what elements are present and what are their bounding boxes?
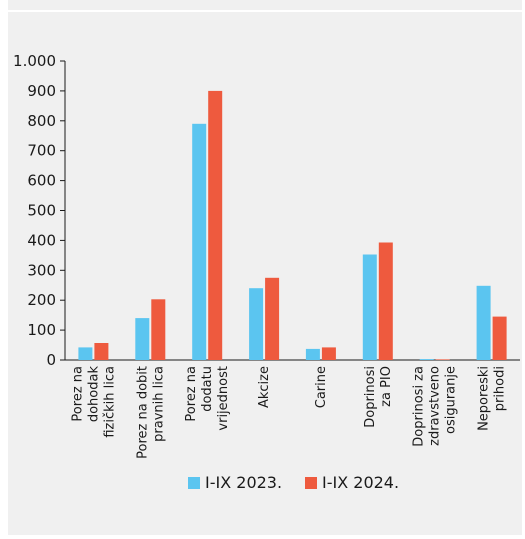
- bar-series1: [305, 348, 320, 360]
- chart-panel: 0 100 200 300 400 500 600 700 800 900 1.000 Porez …: [8, 12, 522, 535]
- category-label: Doprinosi za: [412, 366, 427, 447]
- bar-series2: [492, 316, 507, 360]
- bar-series1: [249, 288, 264, 360]
- category-label: zdravstveno: [428, 366, 443, 446]
- y-tick-label: 500: [27, 202, 56, 220]
- bar-series1: [78, 347, 93, 360]
- category-label: Porez na: [184, 366, 199, 422]
- category-label: Akcize: [257, 366, 272, 408]
- category-label: dohodak: [86, 366, 101, 423]
- category-label: za PIO: [379, 366, 394, 407]
- y-axis: 0 100 200 300 400 500 600 700 800 900 1.000: [13, 52, 520, 369]
- y-tick-label: 700: [27, 142, 56, 160]
- category-label: Porez na: [70, 366, 85, 422]
- legend-label: I-IX 2023.: [205, 473, 282, 492]
- top-band: [8, 0, 522, 10]
- y-tick-label: 400: [27, 231, 56, 249]
- category-label: Neporeski: [477, 366, 492, 431]
- bar-series1: [362, 254, 377, 360]
- y-tick-label: 0: [46, 351, 56, 369]
- bar-series2: [265, 277, 280, 360]
- bar-series1: [192, 123, 207, 360]
- y-tick-label: 900: [27, 82, 56, 100]
- category-label: dodatu: [200, 366, 215, 412]
- bar-series2: [378, 242, 393, 360]
- bar-chart: 0 100 200 300 400 500 600 700 800 900 1.000 Porez …: [13, 52, 520, 492]
- bar-series2: [321, 347, 336, 360]
- y-tick-label: 100: [27, 321, 56, 339]
- category-label: osiguranje: [444, 366, 459, 434]
- category-label: prihodi: [493, 366, 508, 411]
- bar-series1: [476, 285, 491, 360]
- bars: [78, 90, 507, 361]
- y-tick-label: 200: [27, 291, 56, 309]
- legend: I-IX 2023. I-IX 2024.: [188, 473, 399, 492]
- bar-series2: [435, 359, 450, 360]
- category-label: vrijednost: [216, 366, 231, 431]
- y-tick-label: 600: [27, 172, 56, 190]
- category-label: fizičkih lica: [102, 366, 117, 438]
- y-tick-label: 1.000: [13, 52, 56, 70]
- x-axis-labels: Porez na dohodak fizičkih lica Porez na dob…: [70, 366, 507, 459]
- bar-series2: [94, 343, 109, 360]
- category-label: Doprinosi: [363, 366, 378, 428]
- legend-swatch: [188, 477, 200, 489]
- legend-label: I-IX 2024.: [322, 473, 399, 492]
- y-tick-label: 300: [27, 261, 56, 279]
- category-label: pravnih lica: [151, 366, 166, 442]
- category-label: Porez na dobit: [135, 366, 150, 459]
- legend-swatch: [305, 477, 317, 489]
- bar-series2: [208, 90, 223, 361]
- bar-series2: [151, 299, 166, 360]
- category-label: Carine: [314, 366, 329, 408]
- bar-series1: [419, 359, 434, 360]
- bar-series1: [135, 318, 150, 360]
- y-tick-label: 800: [27, 112, 56, 130]
